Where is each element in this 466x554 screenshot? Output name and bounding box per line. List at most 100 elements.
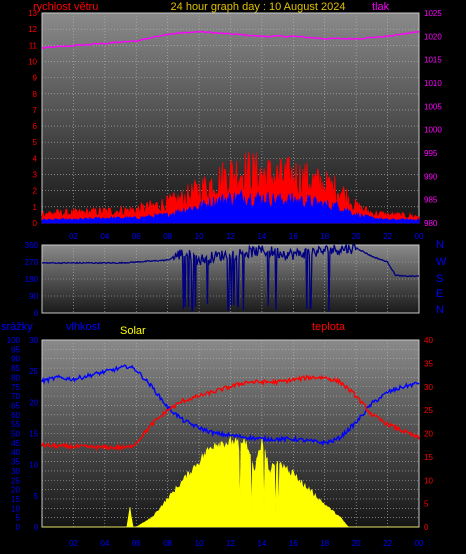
x-tick-label: 20 — [352, 539, 361, 548]
rain-tick: 70 — [11, 392, 20, 401]
rain-tick: 50 — [11, 430, 20, 439]
temperature-axis-label: teplota — [312, 321, 346, 333]
humidity-tick: 20 — [29, 398, 38, 407]
x-tick-label: 00 — [415, 232, 424, 241]
wind-speed-tick: 3 — [33, 171, 38, 180]
pressure-tick: 1025 — [424, 9, 442, 18]
pressure-tick: 980 — [424, 219, 438, 228]
pressure-axis-label: tlak — [372, 1, 390, 13]
rain-tick: 45 — [11, 439, 20, 448]
rain-tick: 100 — [7, 336, 21, 345]
temperature-tick: 5 — [424, 500, 429, 509]
wind-speed-tick: 6 — [33, 122, 38, 131]
wind-speed-tick: 11 — [29, 41, 38, 50]
pressure-line — [41, 30, 420, 49]
x-tick-label: 08 — [163, 232, 172, 241]
humidity-axis-label: vlhkost — [66, 321, 100, 333]
wind-speed-tick: 5 — [33, 138, 38, 147]
x-tick-label: 12 — [226, 539, 235, 548]
x-tick-label: 22 — [383, 539, 392, 548]
x-tick-label: 18 — [320, 539, 329, 548]
humidity-temperature-panel: 0510152025303540455055606570758085909510… — [1, 321, 433, 548]
humidity-tick: 5 — [34, 492, 39, 501]
compass-label: S — [436, 273, 443, 285]
rain-tick: 5 — [16, 514, 21, 523]
rain-tick: 65 — [11, 401, 20, 410]
direction-tick: 90 — [29, 292, 38, 301]
wind-direction-line — [41, 242, 419, 312]
humidity-axis: 0 5 10 15 20 25 30 — [29, 336, 38, 532]
pressure-tick: 1015 — [424, 56, 442, 65]
wind-speed-tick: 12 — [28, 25, 37, 34]
compass-label: W — [436, 256, 447, 268]
chart-title: 24 hour graph day : 10 August 2024 — [171, 1, 346, 13]
rain-tick: 55 — [11, 420, 20, 429]
wind-speed-axis-label: rychlost větru — [33, 1, 98, 13]
temperature-tick: 40 — [424, 336, 433, 345]
rain-tick: 35 — [11, 458, 20, 467]
x-tick-label: 18 — [320, 232, 329, 241]
solar-series — [42, 436, 419, 528]
humidity-line — [41, 364, 420, 447]
rain-tick: 0 — [16, 523, 21, 532]
x-tick-label: 04 — [100, 539, 109, 548]
rain-tick: 10 — [11, 504, 20, 513]
solar-label: Solar — [120, 325, 146, 337]
x-tick-label: 12 — [226, 232, 235, 241]
climate-plot-grid — [42, 340, 419, 527]
x-tick-label: 04 — [100, 232, 109, 241]
humidity-tick: 25 — [29, 367, 38, 376]
wind-plot-series — [41, 30, 420, 224]
wind-speed-tick: 9 — [33, 74, 38, 83]
temperature-tick: 20 — [424, 430, 433, 439]
rain-tick: 40 — [11, 448, 20, 457]
direction-tick: 0 — [34, 309, 39, 318]
x-tick-label: 10 — [195, 232, 204, 241]
rain-tick: 95 — [11, 345, 20, 354]
wind-speed-tick: 8 — [33, 90, 38, 99]
x-tick-label: 14 — [257, 232, 266, 241]
pressure-tick: 1000 — [424, 126, 442, 135]
temperature-tick: 30 — [424, 383, 433, 392]
wind-speed-tick: 0 — [33, 219, 38, 228]
pressure-tick: 1020 — [424, 32, 442, 41]
humidity-tick: 0 — [34, 523, 39, 532]
rain-tick: 25 — [11, 476, 20, 485]
rain-tick: 85 — [11, 364, 20, 373]
x-tick-label: 02 — [69, 232, 78, 241]
temperature-tick: 25 — [424, 406, 433, 415]
average-wind-series — [41, 189, 420, 224]
x-tick-label: 08 — [163, 539, 172, 548]
x-tick-label: 16 — [289, 232, 298, 241]
rain-axis-label: srážky — [1, 321, 33, 333]
direction-plot-series — [41, 242, 419, 312]
compass-label: E — [436, 288, 443, 300]
pressure-axis: 980 985 990 995 1000 1005 1010 1015 1020 1025 — [424, 9, 442, 228]
temperature-line — [41, 374, 420, 452]
x-tick-label: 14 — [257, 539, 266, 548]
rain-tick: 90 — [11, 355, 20, 364]
humidity-tick: 15 — [29, 430, 38, 439]
x-tick-label: 00 — [415, 539, 424, 548]
direction-tick: 270 — [25, 258, 39, 267]
pressure-tick: 1005 — [424, 102, 442, 111]
wind-speed-tick: 1 — [33, 203, 38, 212]
rain-tick: 30 — [11, 467, 20, 476]
x-tick-label: 06 — [132, 232, 141, 241]
wind-time-axis: 02 04 06 08 10 12 14 16 18 20 22 00 — [69, 232, 424, 241]
rain-tick: 80 — [11, 373, 20, 382]
wind-speed-tick: 4 — [33, 154, 38, 163]
rain-tick: 20 — [11, 486, 20, 495]
direction-tick: 180 — [25, 275, 39, 284]
compass-label: N — [436, 239, 444, 251]
humidity-tick: 10 — [29, 461, 38, 470]
temperature-tick: 15 — [424, 453, 433, 462]
direction-tick: 360 — [25, 241, 39, 250]
rain-tick: 75 — [11, 383, 20, 392]
temperature-axis: 0 5 10 15 20 25 30 35 40 — [424, 336, 433, 532]
